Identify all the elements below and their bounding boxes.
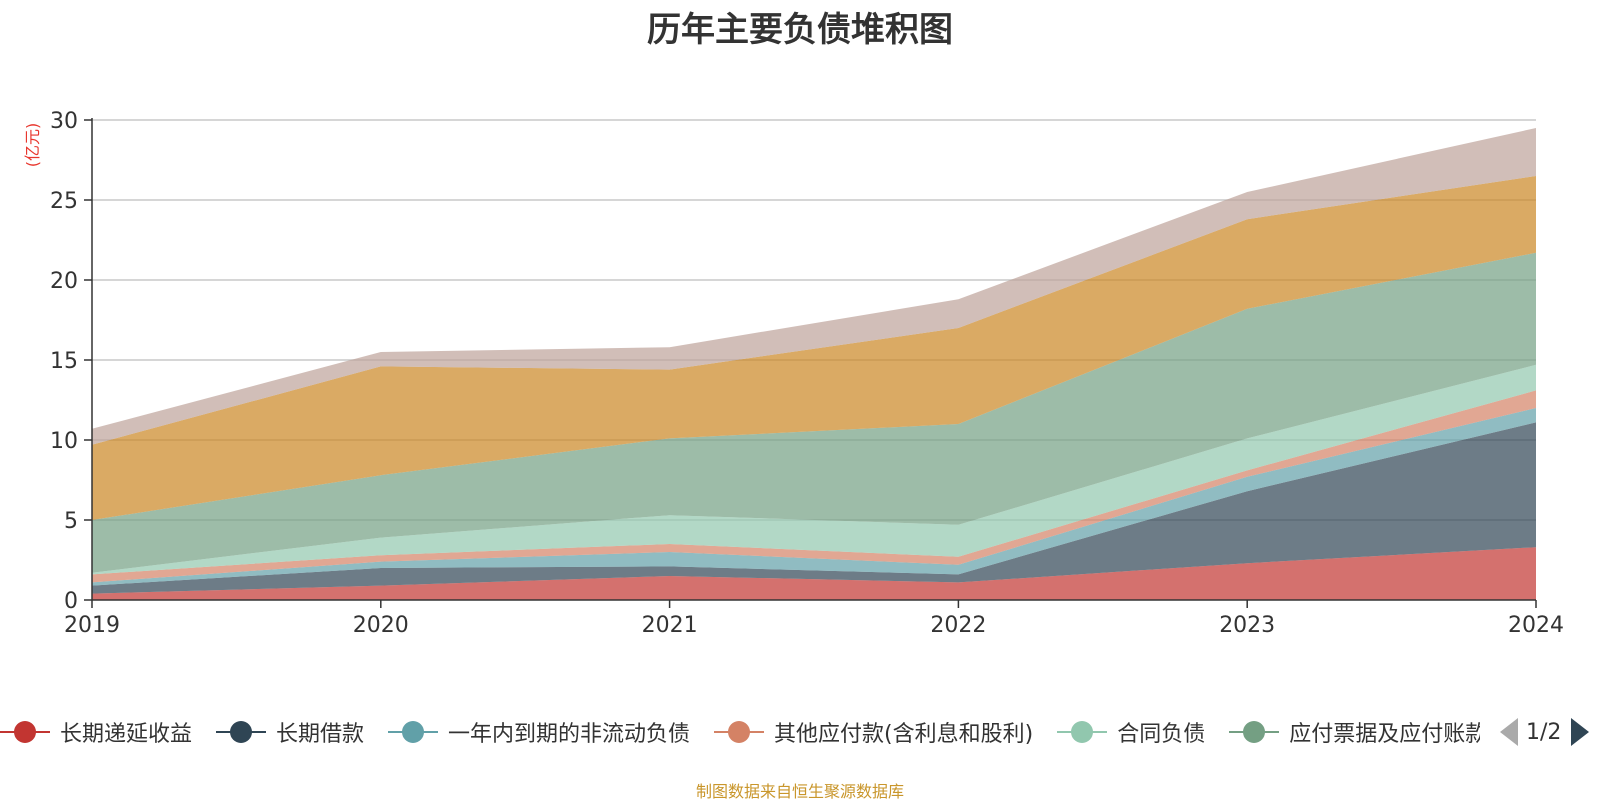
area-series-5[interactable] <box>92 364 1536 575</box>
y-tick-label: 20 <box>50 269 78 294</box>
legend-item[interactable]: 长期借款 <box>216 712 364 752</box>
area-series-6[interactable] <box>92 252 1536 573</box>
legend: 长期递延收益 长期借款 一年内到期的非流动负债 其他应付款(含利息和股利) 合同负债 应付… <box>0 712 1480 752</box>
legend-marker-icon <box>388 720 439 744</box>
x-tick-label: 2024 <box>1508 613 1564 638</box>
legend-marker-icon <box>216 720 267 744</box>
x-tick-label: 2021 <box>642 613 698 638</box>
legend-label: 合同负债 <box>1117 722 1206 747</box>
legend-marker-icon <box>0 720 50 744</box>
legend-page-indicator: 1/2 <box>1526 719 1562 745</box>
legend-label: 长期借款 <box>276 722 365 747</box>
legend-item[interactable]: 长期递延收益 <box>0 712 192 752</box>
y-tick-label: 10 <box>50 429 78 454</box>
legend-label: 一年内到期的非流动负债 <box>448 722 691 747</box>
chart-title: 历年主要负债堆积图 <box>647 10 953 50</box>
legend-item[interactable]: 其他应付款(含利息和股利) <box>714 712 1033 752</box>
x-tick-label: 2022 <box>930 613 986 638</box>
y-tick-label: 25 <box>50 189 78 214</box>
legend-label: 长期递延收益 <box>60 722 193 747</box>
area-series-1[interactable] <box>92 547 1536 600</box>
legend-item[interactable]: 一年内到期的非流动负债 <box>388 712 690 752</box>
legend-marker-icon <box>714 720 765 744</box>
x-tick-label: 2023 <box>1219 613 1275 638</box>
legend-marker-icon <box>1057 720 1108 744</box>
area-series-8[interactable] <box>92 128 1536 445</box>
x-tick-label: 2020 <box>353 613 409 638</box>
data-source-note: 制图数据来自恒生聚源数据库 <box>695 782 904 801</box>
y-tick-label: 5 <box>64 509 78 534</box>
legend-item[interactable]: 应付票据及应付账款 <box>1229 712 1480 752</box>
legend-label: 其他应付款(含利息和股利) <box>774 722 1034 747</box>
y-tick-label: 30 <box>50 109 78 134</box>
legend-label: 应付票据及应付账款 <box>1289 722 1480 747</box>
area-series <box>92 128 1536 600</box>
x-tick-label: 2019 <box>64 613 120 638</box>
legend-prev-icon[interactable] <box>1500 718 1518 746</box>
legend-next-icon[interactable] <box>1571 718 1590 746</box>
legend-marker-icon <box>1229 720 1280 744</box>
y-tick-label: 15 <box>50 349 78 374</box>
area-series-7[interactable] <box>92 176 1536 520</box>
legend-pager: 1/2 <box>1500 712 1600 752</box>
area-series-2[interactable] <box>92 422 1536 594</box>
y-unit-label: (亿元) <box>23 123 42 168</box>
legend-item[interactable]: 合同负债 <box>1057 712 1205 752</box>
axes: 0 5 10 15 20 25 30 2019 2020 2021 2022 2023 2024 <box>50 109 1564 638</box>
y-tick-label: 0 <box>64 589 78 614</box>
